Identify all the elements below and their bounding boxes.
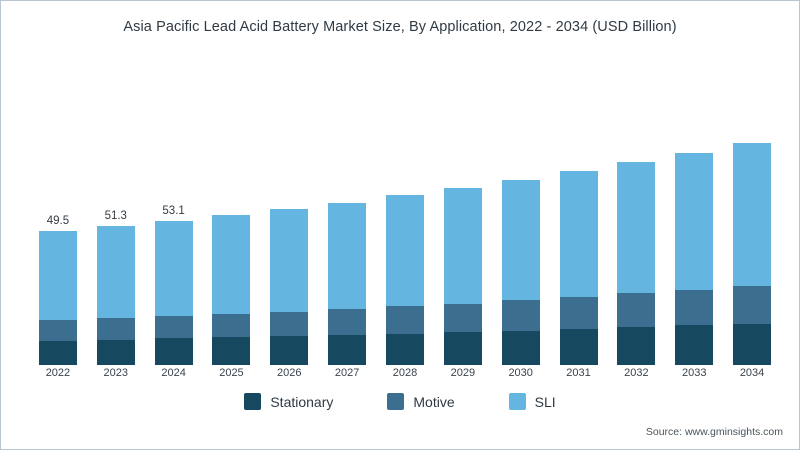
legend-label: Stationary xyxy=(270,393,334,410)
bar-segment-sli xyxy=(38,230,77,321)
bar-value-label: 49.5 xyxy=(46,214,70,227)
bar-segment-sli xyxy=(501,179,540,301)
bar-segment-motive xyxy=(675,290,714,326)
legend-swatch-icon xyxy=(387,393,405,410)
bar-segment-motive xyxy=(501,300,540,331)
bar-column[interactable] xyxy=(443,188,482,365)
x-axis-tick-2026: 2026 xyxy=(277,367,302,379)
bar-column[interactable] xyxy=(328,202,367,365)
x-axis: 2022 2023 2024 2025 2026 2027 2028 2029 2030 2031… xyxy=(29,365,781,385)
x-axis-tick-2029: 2029 xyxy=(450,367,476,379)
bar-segment-motive xyxy=(733,286,772,324)
x-axis-tick-2028: 2028 xyxy=(392,367,418,379)
bar-segment-motive xyxy=(96,318,135,340)
bar-column[interactable] xyxy=(386,195,424,365)
legend-item-sli[interactable]: SLI xyxy=(508,393,556,410)
bar-column[interactable] xyxy=(212,215,251,365)
x-axis-tick-2022: 2022 xyxy=(45,367,71,379)
bar-segment-stationary xyxy=(559,328,598,365)
bar-segment-sli xyxy=(270,209,309,312)
bar-segment-motive xyxy=(38,320,77,341)
bar-segment-stationary xyxy=(270,336,309,365)
plot-area: 49.5 51.3 53.1 xyxy=(29,53,781,365)
bar-value-label: 53.1 xyxy=(162,204,185,217)
bar-segment-stationary xyxy=(733,323,772,365)
bar-segment-motive xyxy=(443,303,482,333)
bar-segment-stationary xyxy=(386,333,424,365)
bar-segment-sli xyxy=(559,171,598,298)
legend-swatch-icon xyxy=(508,393,526,410)
bar-column[interactable]: 53.1 xyxy=(154,205,193,365)
bar-segment-stationary xyxy=(617,327,656,365)
bar-segment-stationary xyxy=(675,325,714,365)
x-axis-tick-2033: 2033 xyxy=(681,367,707,379)
bar-value-label: 51.3 xyxy=(104,209,127,222)
legend-swatch-icon xyxy=(244,393,262,410)
x-axis-tick-2032: 2032 xyxy=(624,367,649,379)
bar-segment-motive xyxy=(212,314,251,338)
bar-segment-sli xyxy=(386,195,424,307)
bar-column[interactable] xyxy=(501,179,540,365)
bar-segment-sli xyxy=(154,220,193,317)
x-axis-tick-2025: 2025 xyxy=(219,367,244,379)
x-axis-tick-2031: 2031 xyxy=(566,367,591,379)
source-caption: Source: www.gminsights.com xyxy=(645,426,783,438)
bar-segment-motive xyxy=(154,316,193,339)
legend-item-motive[interactable]: Motive xyxy=(387,393,455,410)
bar-column[interactable] xyxy=(733,143,772,365)
bar-segment-stationary xyxy=(501,330,540,365)
chart-title: Asia Pacific Lead Acid Battery Market Si… xyxy=(123,19,677,35)
bar-segment-motive xyxy=(386,306,424,334)
bar-segment-sli xyxy=(675,152,714,291)
bar-segment-stationary xyxy=(212,337,251,365)
bar-segment-stationary xyxy=(154,338,193,365)
bar-column[interactable] xyxy=(675,152,714,365)
x-axis-tick-2024: 2024 xyxy=(161,367,186,379)
bar-segment-motive xyxy=(559,297,598,329)
bar-segment-sli xyxy=(617,161,656,294)
legend-label: SLI xyxy=(534,393,556,410)
bar-column[interactable]: 49.5 xyxy=(38,215,77,365)
bar-segment-motive xyxy=(617,293,656,328)
bar-segment-sli xyxy=(443,188,482,304)
bar-segment-sli xyxy=(328,202,367,310)
x-axis-tick-2034: 2034 xyxy=(739,367,765,379)
bar-segment-sli xyxy=(96,225,135,319)
bar-segment-motive xyxy=(270,311,309,337)
bar-column[interactable] xyxy=(270,209,309,365)
bar-segment-motive xyxy=(328,309,367,335)
bar-segment-sli xyxy=(212,215,251,314)
bar-segment-stationary xyxy=(443,332,482,365)
bar-column[interactable] xyxy=(559,171,598,365)
bar-column[interactable]: 51.3 xyxy=(96,210,135,365)
x-axis-tick-2030: 2030 xyxy=(508,367,533,379)
bar-segment-stationary xyxy=(96,339,135,365)
legend-label: Motive xyxy=(413,393,455,410)
chart-legend: Stationary Motive SLI xyxy=(1,393,799,410)
bar-column[interactable] xyxy=(617,161,656,365)
bar-segment-sli xyxy=(733,143,772,287)
bar-segment-stationary xyxy=(38,340,77,365)
bar-segment-stationary xyxy=(328,334,367,365)
x-axis-tick-2023: 2023 xyxy=(103,367,128,379)
legend-item-stationary[interactable]: Stationary xyxy=(244,393,333,410)
x-axis-tick-2027: 2027 xyxy=(334,367,360,379)
